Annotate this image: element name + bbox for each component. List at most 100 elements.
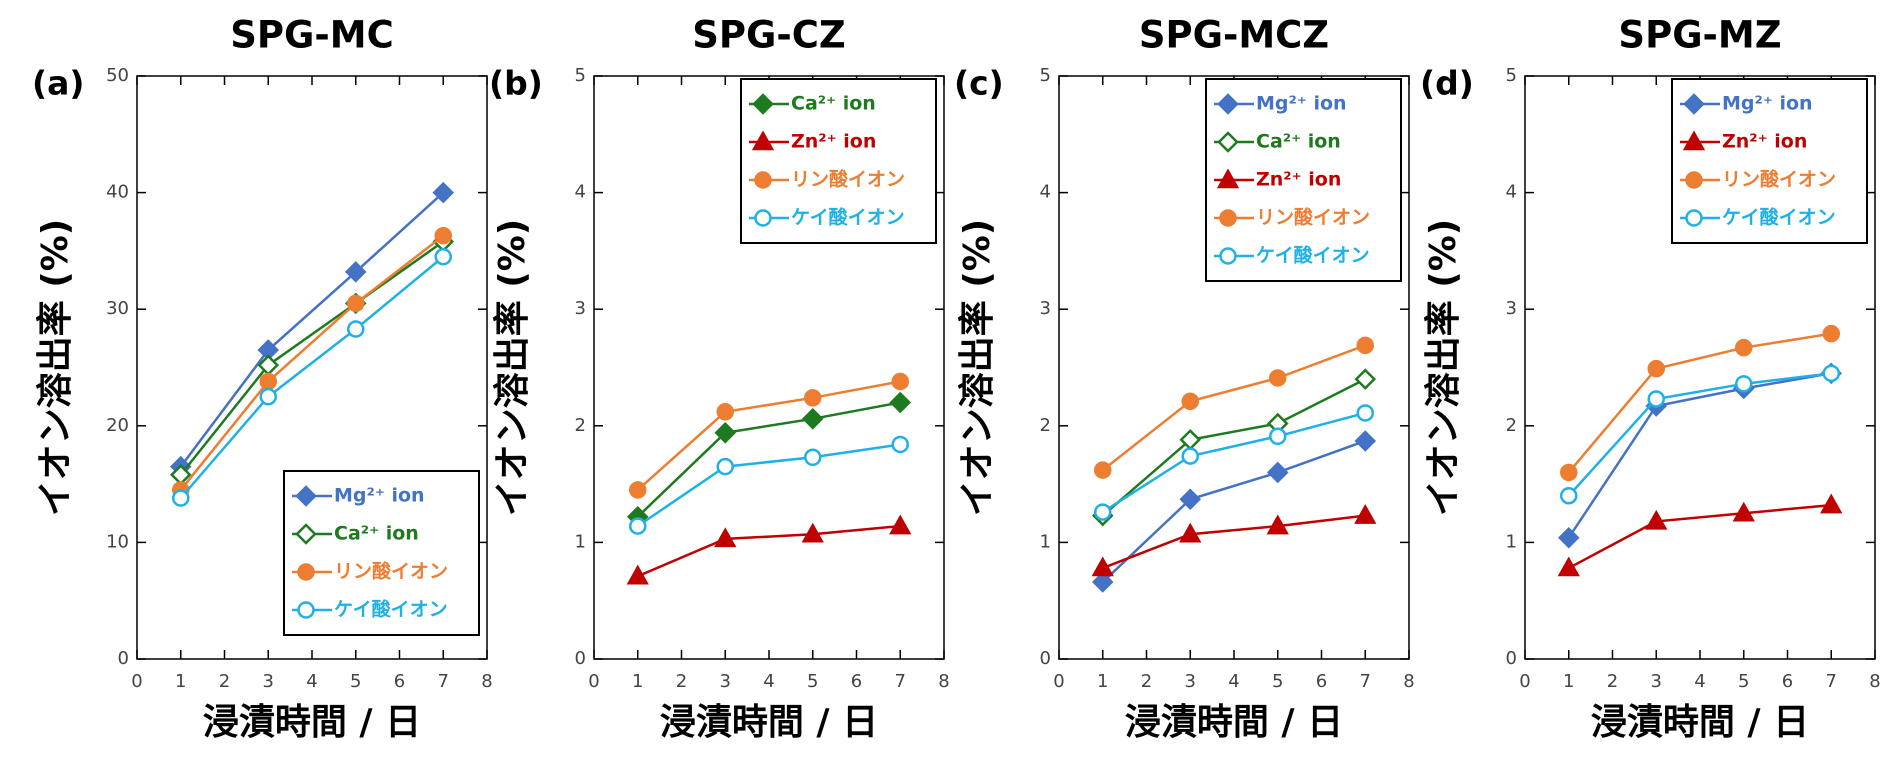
marker (1091, 571, 1114, 593)
marker (1094, 503, 1112, 521)
panel: SPG-CZ (b) イオン溶出率 (%) 浸漬時間 / 日 0 1 2 3 4 5 0 1 2 3 4 5 6… (489, 14, 950, 744)
legend-label: Mg²⁺ ion (1722, 93, 1813, 115)
y-tick-label: 0 (1506, 648, 1517, 669)
legend-marker (1217, 93, 1239, 115)
y-tick-label: 2 (1040, 415, 1051, 436)
panel-label: (c) (954, 64, 1004, 103)
x-tick-label: 8 (481, 671, 492, 692)
y-tick-label: 0 (1040, 648, 1051, 669)
marker (804, 389, 822, 407)
y-tick-label: 2 (1506, 415, 1517, 436)
marker (629, 481, 647, 499)
x-tick-label: 3 (720, 671, 731, 692)
marker (804, 448, 822, 467)
legend-marker (754, 209, 772, 227)
x-tick-label: 6 (851, 671, 862, 692)
y-tick-label: 30 (106, 298, 129, 319)
y-tick-label: 5 (1506, 65, 1517, 86)
series-line (636, 401, 901, 518)
legend-box (740, 78, 937, 244)
marker (1091, 556, 1114, 577)
x-tick-label: 1 (1097, 671, 1108, 692)
legend-marker (295, 523, 317, 545)
marker (1356, 404, 1374, 422)
legend-label: Ca²⁺ ion (334, 523, 419, 545)
series-line (636, 380, 901, 491)
y-tick-label: 20 (106, 415, 129, 436)
x-tick-label: 5 (1738, 671, 1749, 692)
panel-label: (b) (489, 64, 543, 103)
legend-marker (752, 93, 774, 115)
series-line (637, 443, 901, 528)
marker (714, 527, 737, 548)
series-line (637, 524, 901, 578)
x-tick-label: 6 (1782, 671, 1793, 692)
series-line (1101, 439, 1366, 583)
series-line (1101, 344, 1366, 472)
legend-label: Ca²⁺ ion (1256, 131, 1341, 153)
y-tick-label: 5 (1040, 65, 1051, 86)
marker (1266, 514, 1289, 535)
x-tick-label: 7 (1360, 671, 1371, 692)
marker (716, 457, 734, 476)
marker (1735, 338, 1753, 357)
legend-label: リン酸イオン (1256, 206, 1370, 229)
marker (1822, 324, 1840, 343)
marker (626, 564, 649, 585)
x-tick-label: 7 (895, 671, 906, 692)
x-tick-label: 8 (1869, 671, 1880, 692)
panel-label: (d) (1420, 64, 1474, 103)
marker (1647, 359, 1665, 378)
x-tick-label: 1 (175, 671, 186, 692)
x-tick-label: 0 (588, 671, 599, 692)
legend-marker (1683, 93, 1705, 115)
x-tick-label: 7 (1826, 671, 1837, 692)
legend-marker (295, 485, 317, 507)
marker (1094, 461, 1112, 479)
y-tick-label: 4 (1506, 182, 1517, 203)
chart-title: SPG-MZ (1618, 14, 1781, 57)
x-tick-label: 4 (306, 671, 317, 692)
marker (1820, 493, 1843, 514)
chart-title: SPG-MCZ (1139, 14, 1329, 57)
marker (1645, 509, 1668, 530)
x-tick-label: 4 (1694, 671, 1705, 692)
marker (1560, 487, 1578, 505)
marker (1354, 430, 1377, 452)
marker (434, 247, 452, 266)
marker (629, 517, 647, 535)
series-line (179, 255, 445, 499)
x-axis-label: 浸漬時間 / 日 (1125, 702, 1343, 743)
legend-marker (754, 171, 772, 189)
marker (347, 294, 365, 313)
marker (714, 422, 737, 444)
panel-label: (a) (32, 64, 84, 103)
marker (1647, 390, 1665, 408)
x-tick-label: 1 (632, 671, 643, 692)
x-tick-label: 5 (807, 671, 818, 692)
x-tick-label: 6 (1316, 671, 1327, 692)
x-tick-label: 6 (394, 671, 405, 692)
y-tick-label: 0 (575, 648, 586, 669)
series-line (1101, 378, 1366, 517)
series-line (1102, 514, 1366, 570)
marker (172, 489, 190, 507)
y-tick-label: 3 (1040, 298, 1051, 319)
x-tick-label: 0 (131, 671, 142, 692)
x-tick-label: 0 (1053, 671, 1064, 692)
legend-label: ケイ酸イオン (1256, 244, 1370, 267)
x-axis-label: 浸漬時間 / 日 (203, 702, 421, 743)
x-tick-label: 0 (1519, 671, 1530, 692)
marker (1557, 556, 1580, 577)
y-axis-label: イオン溶出率 (%) (35, 219, 76, 517)
marker (801, 408, 824, 430)
series-line (1567, 372, 1832, 539)
x-tick-label: 2 (1607, 671, 1618, 692)
chart-title: SPG-MC (230, 14, 393, 57)
x-tick-label: 3 (1185, 671, 1196, 692)
y-tick-label: 3 (575, 298, 586, 319)
marker (716, 403, 734, 421)
legend-marker (297, 601, 315, 619)
legend-marker (1217, 131, 1239, 153)
